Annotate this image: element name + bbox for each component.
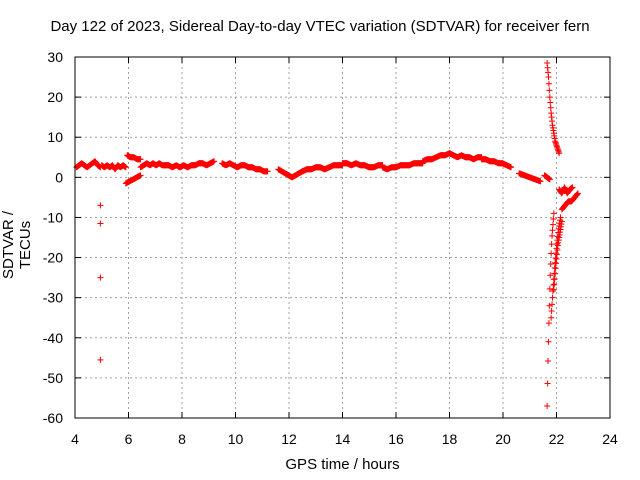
y-tick-label: -40 (43, 330, 63, 346)
x-tick-label: 8 (178, 431, 186, 447)
data-point (549, 287, 556, 294)
data-point (545, 80, 552, 87)
data-point (549, 221, 556, 228)
y-tick-label: -20 (43, 250, 63, 266)
data-points (73, 60, 581, 409)
data-point (546, 87, 553, 94)
y-tick-label: 30 (47, 49, 63, 65)
data-point (546, 302, 553, 309)
data-point (137, 172, 144, 179)
data-point (557, 214, 564, 221)
x-tick-label: 16 (388, 431, 404, 447)
grid-lines (75, 57, 610, 418)
data-point (548, 241, 555, 248)
data-point (545, 338, 552, 345)
y-tick-label: -10 (43, 209, 63, 225)
outlier-point (97, 220, 104, 227)
data-point (547, 99, 554, 106)
x-tick-label: 24 (602, 431, 618, 447)
data-point (548, 308, 555, 315)
outlier-point (97, 202, 104, 209)
y-tick-label: -50 (43, 370, 63, 386)
y-tick-label: -60 (43, 410, 63, 426)
y-tick-label: 0 (55, 169, 63, 185)
data-point (537, 178, 544, 185)
x-tick-label: 20 (495, 431, 511, 447)
data-point (549, 227, 556, 234)
y-tick-label: 20 (47, 89, 63, 105)
y-tick-label: 10 (47, 129, 63, 145)
data-point (137, 156, 144, 163)
plot-frame (74, 56, 611, 419)
data-point (122, 164, 129, 171)
data-point (551, 281, 558, 288)
chart-title: Day 122 of 2023, Sidereal Day-to-day VTE… (50, 18, 590, 35)
x-axis-label: GPS time / hours (285, 456, 400, 473)
data-point (546, 176, 553, 183)
data-point (556, 150, 563, 157)
data-point (574, 190, 581, 197)
data-point (550, 286, 557, 293)
x-tick-label: 22 (549, 431, 565, 447)
y-axis-label: SDTVAR / TECUs (0, 210, 34, 280)
data-point (546, 94, 553, 101)
data-point (264, 168, 271, 175)
data-point (549, 232, 556, 239)
y-tick-label: -30 (43, 290, 63, 306)
data-point (552, 270, 559, 277)
data-point (569, 184, 576, 191)
x-tick-label: 4 (71, 431, 79, 447)
data-point (545, 320, 552, 327)
data-point (558, 218, 565, 225)
outlier-point (97, 274, 104, 281)
data-point (544, 380, 551, 387)
outlier-point (97, 356, 104, 363)
data-point (548, 314, 555, 321)
data-point (547, 104, 554, 111)
data-point (508, 164, 515, 171)
data-point (547, 272, 554, 279)
data-point (545, 74, 552, 81)
axis-ticks: 4 6 8 10 12 14 16 18 20 22 24 30 20 10 0 -10 -20 -30 -40 -5… (43, 49, 618, 447)
data-point (549, 301, 556, 308)
x-tick-label: 12 (281, 431, 297, 447)
data-point (550, 216, 557, 223)
data-point (544, 402, 551, 409)
data-point (211, 158, 218, 165)
data-point (545, 358, 552, 365)
data-point (549, 294, 556, 301)
x-tick-label: 14 (335, 431, 351, 447)
x-tick-label: 6 (125, 431, 133, 447)
x-tick-label: 10 (228, 431, 244, 447)
data-point (550, 210, 557, 217)
data-point (551, 275, 558, 282)
data-point (546, 285, 553, 292)
data-point (547, 260, 554, 267)
x-tick-label: 18 (442, 431, 458, 447)
